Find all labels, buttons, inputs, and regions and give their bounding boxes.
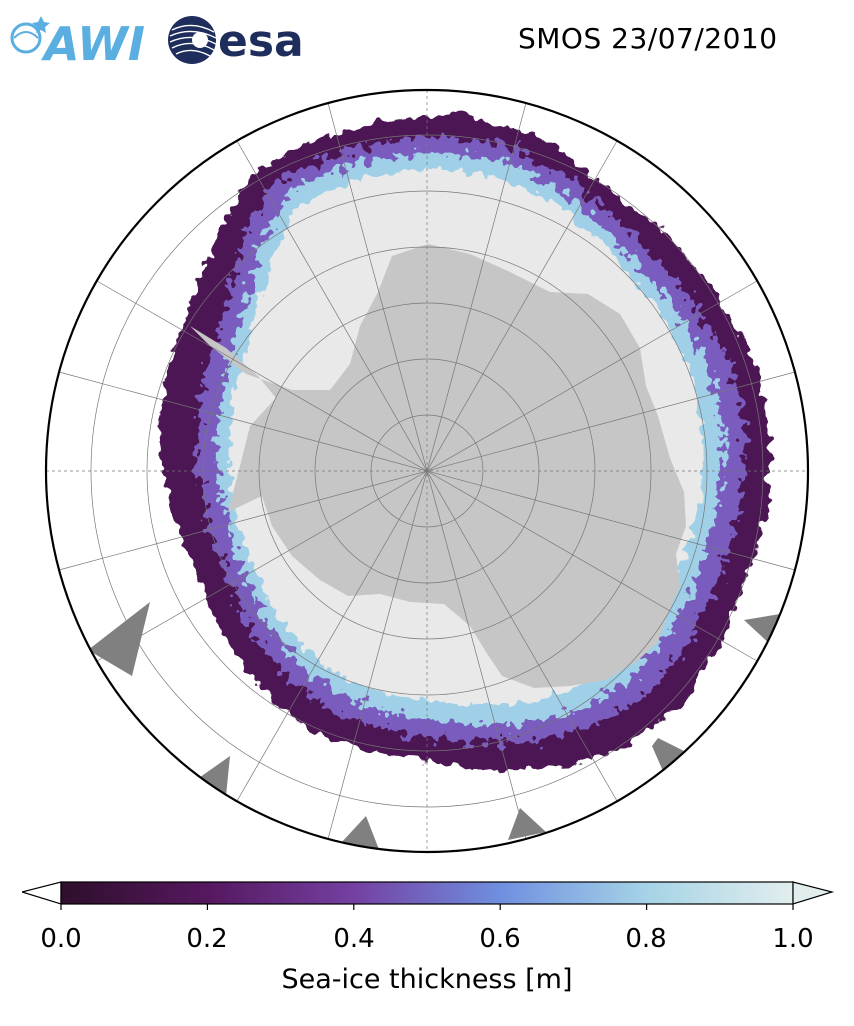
- colorbar-tick-labels: 0.0 0.2 0.4 0.6 0.8 1.0: [0, 924, 854, 958]
- colorbar-extend-min: [22, 881, 62, 905]
- map-title: SMOS 23/07/2010: [518, 22, 778, 55]
- colorbar-tick-label: 0.4: [333, 924, 375, 954]
- colorbar-label: Sea-ice thickness [m]: [281, 964, 573, 995]
- colorbar-tick-label: 0.2: [186, 924, 228, 954]
- graticule: [46, 90, 808, 852]
- logo-group: AWI esa: [8, 6, 308, 67]
- map-boundary: [44, 88, 810, 854]
- awi-logo: AWI: [10, 16, 145, 66]
- colorbar-tick-label: 1.0: [772, 924, 814, 954]
- colorbar-ticks: [60, 904, 794, 910]
- colorbar: [22, 881, 834, 910]
- colorbar-tick-label: 0.6: [479, 924, 521, 954]
- colorbar-gradient: [60, 881, 794, 905]
- esa-logo-text: esa: [218, 16, 304, 67]
- antarctica-land: [190, 244, 686, 688]
- esa-logo: esa: [168, 16, 304, 67]
- land-fragments: [88, 602, 780, 852]
- awi-logo-text: AWI: [41, 17, 145, 66]
- sea-ice-map: [44, 88, 810, 854]
- colorbar-tick-label: 0.8: [625, 924, 667, 954]
- colorbar-extend-max: [792, 881, 834, 905]
- colorbar-tick-label: 0.0: [40, 924, 82, 954]
